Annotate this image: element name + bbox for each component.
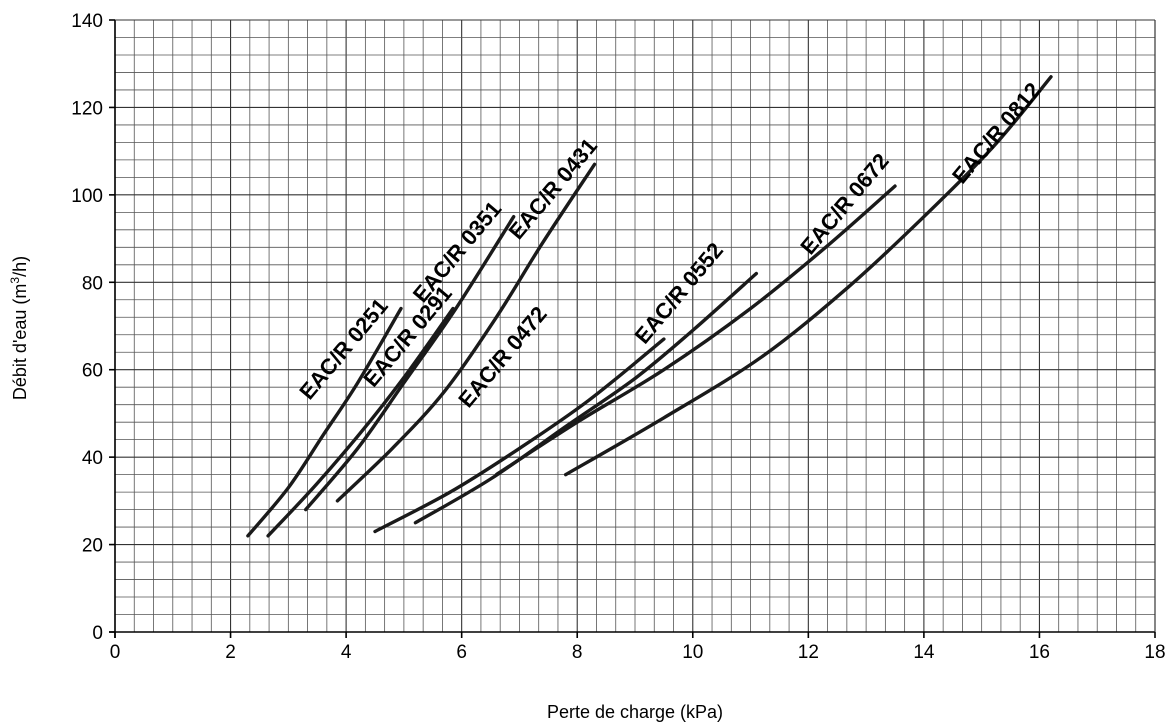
x-tick-label: 2 bbox=[225, 642, 236, 663]
series-label: EAC/R 0552 bbox=[630, 238, 729, 349]
y-tick-label: 0 bbox=[92, 623, 103, 644]
y-tick-label: 60 bbox=[82, 361, 103, 382]
x-tick-label: 16 bbox=[1029, 642, 1050, 663]
y-axis-title-main: Débit d'eau (m bbox=[10, 284, 30, 401]
x-axis-title: Perte de charge (kPa) bbox=[547, 702, 723, 722]
series-line bbox=[335, 162, 597, 503]
x-tick-labels: 0 2 4 6 8 10 12 14 16 18 bbox=[110, 632, 1166, 663]
grid bbox=[114, 19, 1156, 633]
x-tick-label: 12 bbox=[798, 642, 819, 663]
x-tick-label: 6 bbox=[456, 642, 467, 663]
y-tick-label: 40 bbox=[82, 448, 103, 469]
x-tick-label: 10 bbox=[682, 642, 703, 663]
y-tick-labels: 0 20 40 60 80 100 120 140 bbox=[71, 11, 115, 644]
series-line bbox=[266, 306, 455, 538]
y-axis-title-end: /h) bbox=[10, 256, 30, 277]
y-tick-label: 120 bbox=[71, 98, 103, 119]
series-label: EAC/R 0672 bbox=[795, 149, 894, 260]
series-line bbox=[303, 215, 516, 512]
y-tick-label: 80 bbox=[82, 273, 103, 294]
series-line bbox=[563, 75, 1053, 477]
series-label: EAC/R 0812 bbox=[947, 78, 1046, 189]
y-axis-title: Débit d'eau (m3/h) bbox=[8, 256, 30, 400]
y-tick-label: 140 bbox=[71, 11, 103, 32]
y-tick-label: 20 bbox=[82, 536, 103, 557]
axes bbox=[109, 19, 1156, 638]
x-tick-label: 14 bbox=[913, 642, 935, 663]
x-tick-label: 8 bbox=[572, 642, 583, 663]
x-tick-label: 4 bbox=[341, 642, 352, 663]
series-line bbox=[373, 337, 666, 534]
x-tick-label: 18 bbox=[1144, 642, 1165, 663]
series-lines bbox=[246, 75, 1053, 538]
series-line bbox=[246, 306, 403, 538]
series-line bbox=[494, 184, 897, 477]
x-tick-label: 0 bbox=[110, 642, 121, 663]
series-line bbox=[413, 271, 759, 525]
y-axis-title-superscript: 3 bbox=[8, 277, 22, 284]
y-tick-label: 100 bbox=[71, 186, 103, 207]
